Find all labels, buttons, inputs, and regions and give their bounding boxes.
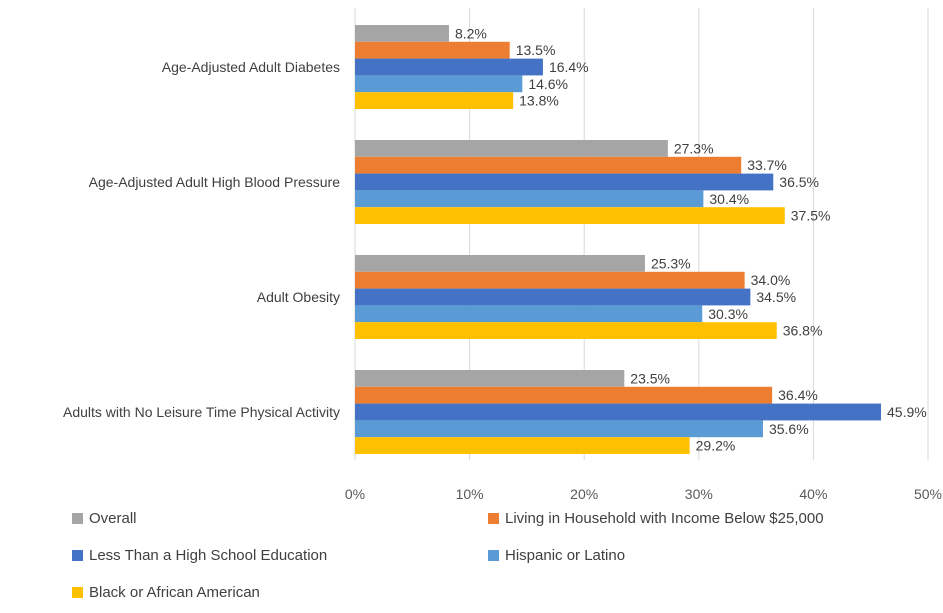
x-tick-label: 50% bbox=[914, 486, 942, 502]
category-labels: Age-Adjusted Adult Diabetes Age-Adjusted … bbox=[63, 59, 340, 420]
x-tick-label: 10% bbox=[456, 486, 484, 502]
bar bbox=[355, 437, 690, 454]
x-tick-labels: 0% 10% 20% 30% 40% 50% bbox=[345, 486, 942, 502]
bar-data-label: 23.5% bbox=[630, 370, 670, 386]
bar bbox=[355, 420, 763, 438]
bar bbox=[355, 370, 625, 387]
bar bbox=[355, 173, 774, 191]
bar-data-label: 37.5% bbox=[791, 208, 831, 224]
bar-data-label: 30.4% bbox=[709, 191, 749, 207]
bar-data-label: 13.5% bbox=[516, 42, 556, 58]
bar bbox=[355, 386, 773, 404]
bar bbox=[355, 288, 751, 306]
bar-data-label: 25.3% bbox=[651, 255, 691, 271]
bar-data-label: 33.7% bbox=[747, 157, 787, 173]
bar-data-label: 14.6% bbox=[528, 76, 568, 92]
bar-data-label: 36.5% bbox=[779, 174, 819, 190]
category-label: Adults with No Leisure Time Physical Act… bbox=[63, 404, 340, 420]
bar-data-label: 8.2% bbox=[455, 25, 487, 41]
x-tick-label: 30% bbox=[685, 486, 713, 502]
bar bbox=[355, 140, 668, 157]
bar-data-label: 30.3% bbox=[708, 306, 748, 322]
bar-data-label: 27.3% bbox=[674, 140, 714, 156]
bar bbox=[355, 92, 514, 109]
bar-data-label: 13.8% bbox=[519, 93, 559, 109]
bar-data-label: 35.6% bbox=[769, 421, 809, 437]
bar-data-label: 34.5% bbox=[756, 289, 796, 305]
bar-data-label: 29.2% bbox=[696, 438, 736, 454]
category-label: Age-Adjusted Adult Diabetes bbox=[162, 59, 340, 75]
bar bbox=[355, 403, 882, 421]
bar bbox=[355, 207, 785, 224]
x-tick-label: 0% bbox=[345, 486, 365, 502]
bar bbox=[355, 190, 704, 208]
bar bbox=[355, 41, 510, 59]
bar-data-label: 16.4% bbox=[549, 59, 589, 75]
bar bbox=[355, 305, 703, 323]
bar-data-label: 36.8% bbox=[783, 323, 823, 339]
bar-data-label: 45.9% bbox=[887, 404, 927, 420]
bar bbox=[355, 58, 543, 76]
bar-data-label: 36.4% bbox=[778, 387, 818, 403]
x-tick-label: 40% bbox=[799, 486, 827, 502]
bar bbox=[355, 75, 523, 93]
bar bbox=[355, 156, 742, 174]
category-label: Adult Obesity bbox=[257, 289, 340, 305]
bar bbox=[355, 322, 777, 339]
bar bbox=[355, 255, 645, 272]
bar-data-label: 34.0% bbox=[751, 272, 791, 288]
bar-labels: 8.2% 13.5%16.4%14.6%13.8% 27.3% 33.7%36.5% 3… bbox=[455, 25, 927, 453]
bars bbox=[355, 25, 882, 454]
bar bbox=[355, 271, 745, 289]
x-tick-label: 20% bbox=[570, 486, 598, 502]
bar bbox=[355, 25, 449, 42]
category-label: Age-Adjusted Adult High Blood Pressure bbox=[89, 174, 341, 190]
